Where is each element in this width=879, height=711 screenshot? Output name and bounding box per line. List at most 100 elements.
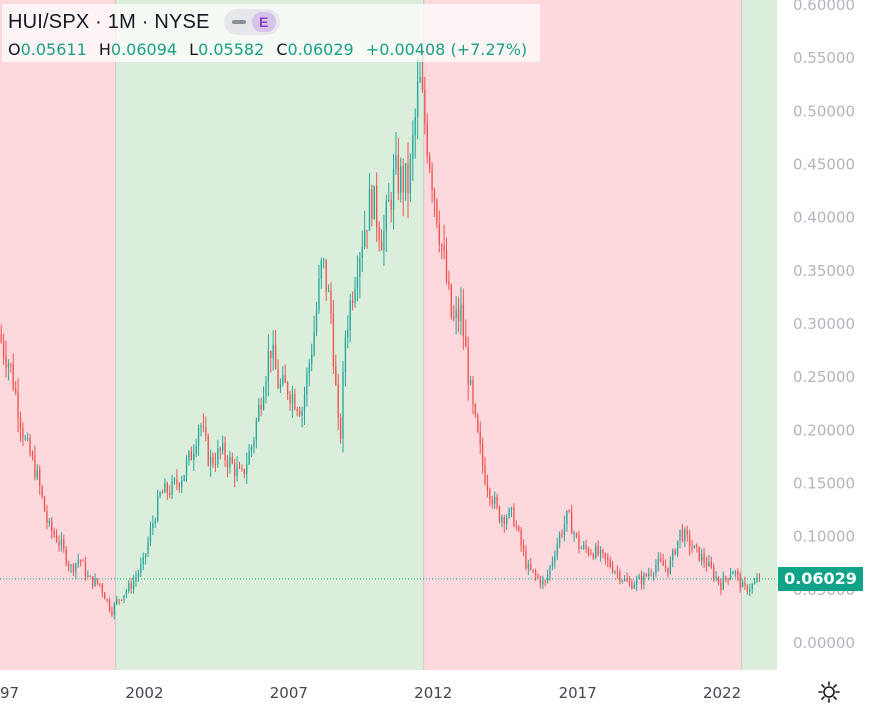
candle-body[interactable] [703,554,705,563]
candle-body[interactable] [749,589,751,592]
candle-body[interactable] [75,563,77,572]
candle-body[interactable] [318,279,320,310]
candle-body[interactable] [595,546,597,559]
candle-body[interactable] [621,580,623,582]
candle-body[interactable] [720,582,722,590]
candle-body[interactable] [462,304,465,337]
candle-body[interactable] [388,199,390,202]
candle-body[interactable] [571,511,573,534]
candle-body[interactable] [159,492,161,497]
candle-body[interactable] [518,526,520,531]
candle-body[interactable] [282,375,284,385]
candle-body[interactable] [448,281,450,285]
candle-body[interactable] [554,556,556,562]
candle-body[interactable] [72,565,75,572]
candle-body[interactable] [472,380,474,405]
candle-body[interactable] [664,565,667,568]
candle-body[interactable] [376,185,378,228]
candle-body[interactable] [327,290,330,292]
candle-body[interactable] [308,363,310,374]
candle-body[interactable] [200,425,202,428]
candle-body[interactable] [734,571,737,573]
candle-body[interactable] [323,259,325,261]
candle-body[interactable] [265,381,267,397]
candle-body[interactable] [248,450,250,465]
candle-body[interactable] [315,309,318,332]
candle-body[interactable] [125,590,128,596]
candle-body[interactable] [262,396,265,410]
candle-body[interactable] [258,404,260,421]
candle-body[interactable] [445,250,448,282]
candle-body[interactable] [438,224,440,245]
candle-body[interactable] [166,483,168,494]
candle-body[interactable] [530,564,532,570]
candle-body[interactable] [404,163,407,193]
candle-body[interactable] [392,168,395,210]
candle-body[interactable] [467,347,469,385]
candle-body[interactable] [628,581,631,583]
candle-body[interactable] [573,533,575,535]
candle-body[interactable] [364,230,366,248]
candle-body[interactable] [212,456,214,464]
candle-body[interactable] [414,116,416,136]
candle-body[interactable] [267,350,270,382]
candle-body[interactable] [527,564,530,569]
candle-body[interactable] [496,496,498,507]
candle-body[interactable] [39,469,41,487]
candle-body[interactable] [106,599,108,601]
candle-body[interactable] [22,428,24,439]
candle-body[interactable] [383,231,385,251]
candle-body[interactable] [149,528,152,542]
candle-body[interactable] [583,544,585,549]
candle-body[interactable] [243,468,245,475]
candle-body[interactable] [532,569,534,571]
collapse-icon[interactable] [231,20,246,24]
candle-body[interactable] [207,435,209,466]
candle-body[interactable] [34,456,36,478]
earnings-badge[interactable]: E [251,12,276,32]
candle-body[interactable] [520,530,522,546]
candle-body[interactable] [169,493,171,495]
candle-body[interactable] [650,573,652,575]
candle-body[interactable] [96,578,99,584]
candle-body[interactable] [36,469,38,478]
candle-body[interactable] [746,585,749,592]
candle-body[interactable] [614,571,616,573]
candle-body[interactable] [469,380,472,385]
candle-body[interactable] [729,574,732,580]
candle-body[interactable] [556,544,558,557]
candle-body[interactable] [17,392,19,418]
candle-body[interactable] [578,535,580,549]
candle-body[interactable] [638,576,640,579]
candle-body[interactable] [10,363,12,365]
candle-body[interactable] [636,578,638,586]
candle-body[interactable] [549,566,551,575]
candle-body[interactable] [31,454,34,457]
candle-body[interactable] [178,483,180,488]
candle-body[interactable] [645,574,647,576]
candle-body[interactable] [515,526,517,528]
candle-body[interactable] [474,404,477,415]
candle-body[interactable] [756,578,758,583]
candle-body[interactable] [2,341,5,356]
candle-body[interactable] [63,539,65,549]
candle-body[interactable] [732,571,734,575]
candle-body[interactable] [409,158,412,194]
candle-body[interactable] [70,565,72,567]
candle-body[interactable] [592,554,595,559]
candle-body[interactable] [274,344,277,370]
candle-body[interactable] [224,443,226,460]
candle-body[interactable] [640,576,643,585]
candle-body[interactable] [426,123,428,157]
candle-body[interactable] [344,337,347,373]
candle-body[interactable] [99,583,101,585]
candle-body[interactable] [575,533,578,536]
candle-body[interactable] [693,545,696,549]
candle-body[interactable] [546,574,549,581]
candle-body[interactable] [173,479,176,482]
candle-body[interactable] [164,483,166,493]
candle-body[interactable] [691,547,693,549]
candle-body[interactable] [335,366,337,385]
candle-body[interactable] [380,240,383,251]
candle-body[interactable] [250,446,253,451]
